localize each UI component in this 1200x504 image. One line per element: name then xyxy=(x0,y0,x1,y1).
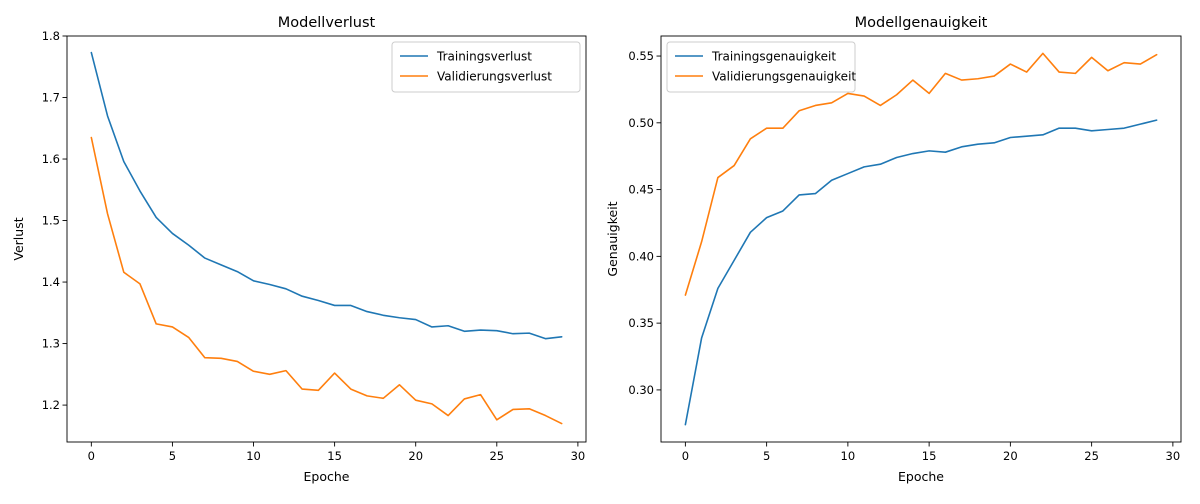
legend-entry: Trainingsgenauigkeit xyxy=(711,50,836,64)
x-axis-label: Epoche xyxy=(898,469,944,484)
y-tick-label: 0.35 xyxy=(628,316,654,330)
y-tick-label: 1.8 xyxy=(42,29,60,43)
legend-entry: Validierungsgenauigkeit xyxy=(712,70,856,84)
legend-box xyxy=(666,41,856,93)
x-tick-label: 0 xyxy=(682,449,689,463)
legend: Trainingsgenauigkeit Validierungsgenauigk… xyxy=(666,41,856,93)
series-line-trainingsgenauigkeit xyxy=(684,119,1158,426)
legend-entry: Validierungsverlust xyxy=(437,70,552,84)
y-tick-label: 0.30 xyxy=(628,383,654,397)
x-tick-label: 20 xyxy=(1003,449,1018,463)
x-tick-label: 0 xyxy=(88,449,95,463)
legend: Trainingsverlust Validierungsverlust xyxy=(391,41,581,93)
x-tick-label: 10 xyxy=(841,449,856,463)
x-tick-label: 30 xyxy=(571,449,586,463)
chart-loss: Modellverlust 0 5 10 15 20 25 30 1.2 1.3 1.4 1.5 1.6… xyxy=(11,15,587,484)
chart-title: Modellverlust xyxy=(278,15,376,31)
x-tick-label: 30 xyxy=(1166,449,1181,463)
y-tick-label: 0.40 xyxy=(628,249,654,263)
series-line-validierungsgenauigkeit xyxy=(684,52,1158,296)
series-line-trainingsverlust xyxy=(90,51,563,340)
x-tick-label: 5 xyxy=(169,449,176,463)
x-tick-label: 20 xyxy=(408,449,423,463)
chart-title: Modellgenauigkeit xyxy=(855,15,988,31)
x-tick-label: 10 xyxy=(246,449,261,463)
plot-frame xyxy=(660,35,1182,443)
y-tick-label: 0.55 xyxy=(628,49,654,63)
y-tick-label: 1.2 xyxy=(42,398,60,412)
x-axis-label: Epoche xyxy=(304,469,350,484)
y-tick-label: 1.3 xyxy=(42,337,60,351)
y-tick-label: 1.5 xyxy=(42,214,60,228)
legend-entry: Trainingsverlust xyxy=(436,50,532,64)
y-axis-label: Verlust xyxy=(11,217,26,260)
y-tick-label: 0.50 xyxy=(628,116,654,130)
legend-box xyxy=(391,41,581,93)
plot-frame xyxy=(66,35,587,443)
y-tick-label: 0.45 xyxy=(628,183,654,197)
series-line-validierungsverlust xyxy=(90,136,563,425)
x-tick-label: 5 xyxy=(763,449,770,463)
chart-accuracy: Modellgenauigkeit 0 5 10 15 20 25 30 0.30 0.35 0.4… xyxy=(605,15,1182,484)
y-tick-label: 1.6 xyxy=(42,152,60,166)
y-axis-label: Genauigkeit xyxy=(605,201,620,276)
y-tick-label: 1.4 xyxy=(42,275,60,289)
x-tick-label: 25 xyxy=(1084,449,1099,463)
x-tick-label: 15 xyxy=(327,449,342,463)
y-tick-label: 1.7 xyxy=(42,91,60,105)
x-tick-label: 15 xyxy=(922,449,937,463)
x-tick-label: 25 xyxy=(489,449,504,463)
